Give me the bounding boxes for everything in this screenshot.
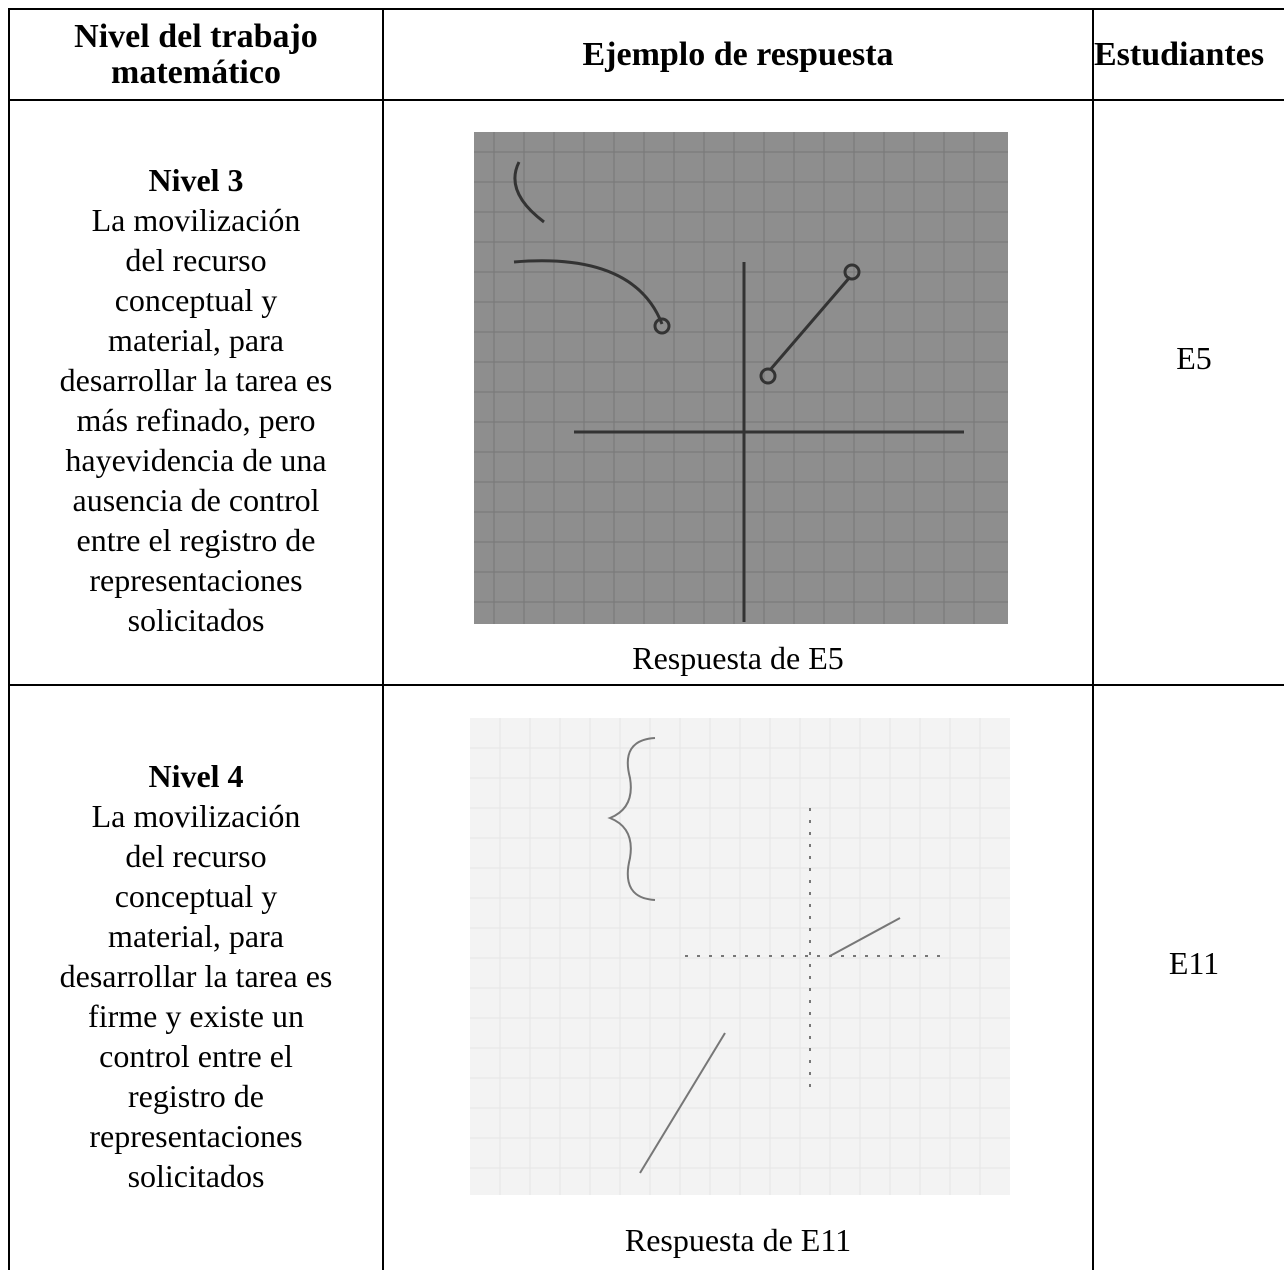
level-description: desarrollar la tarea es: [59, 362, 333, 398]
level-description: La movilización: [91, 202, 301, 238]
caption: Respuesta de E5: [632, 640, 844, 676]
level-description: del recurso: [125, 242, 267, 278]
border: [382, 8, 384, 1270]
level-title: Nivel 4: [148, 758, 244, 794]
level-description: La movilización: [91, 798, 301, 834]
level-description: ausencia de control: [72, 482, 320, 518]
level-description: más refinado, pero: [76, 402, 316, 438]
level-description: entre el registro de: [76, 522, 316, 558]
level-description: material, para: [108, 918, 284, 954]
header-text: Nivel del trabajo matemático: [74, 17, 318, 91]
level-description: hayevidencia de una: [65, 442, 327, 478]
level-description: registro de: [128, 1078, 264, 1114]
student: E11: [1168, 945, 1220, 981]
level-description: conceptual y: [114, 878, 278, 914]
level-cell: Nivel 4 La movilización del recurso concept…: [10, 706, 382, 1266]
border: [8, 8, 1284, 10]
level-description: representaciones: [89, 562, 303, 598]
header-text: Ejemplo de respuesta: [582, 35, 894, 73]
level-cell: Nivel 3 La movilización del recurso concept…: [10, 120, 382, 680]
student-photo: [470, 718, 1010, 1195]
student-cell: E11: [1094, 945, 1284, 982]
level-title: Nivel 3: [148, 162, 244, 198]
level-description: del recurso: [125, 838, 267, 874]
level-description: firme y existe un: [88, 998, 304, 1034]
header-cell: Estudiantes: [1094, 10, 1284, 99]
border: [8, 8, 10, 1270]
student: E5: [1176, 340, 1212, 376]
header-cell: Ejemplo de respuesta: [384, 10, 1092, 99]
level-description: solicitados: [127, 602, 265, 638]
caption: Respuesta de E11: [624, 1222, 852, 1258]
student-cell: E5: [1094, 340, 1284, 377]
border: [1092, 8, 1094, 1270]
header-cell: Nivel del trabajo matemático: [10, 10, 382, 99]
level-description: representaciones: [89, 1118, 303, 1154]
border: [8, 99, 1284, 101]
student-photo: [474, 132, 1008, 624]
level-description: desarrollar la tarea es: [59, 958, 333, 994]
border: [8, 684, 1284, 686]
level-description: material, para: [108, 322, 284, 358]
level-description: conceptual y: [114, 282, 278, 318]
level-description: control entre el: [99, 1038, 293, 1074]
header-text: Estudiantes: [1094, 35, 1265, 73]
level-description: solicitados: [127, 1158, 265, 1194]
